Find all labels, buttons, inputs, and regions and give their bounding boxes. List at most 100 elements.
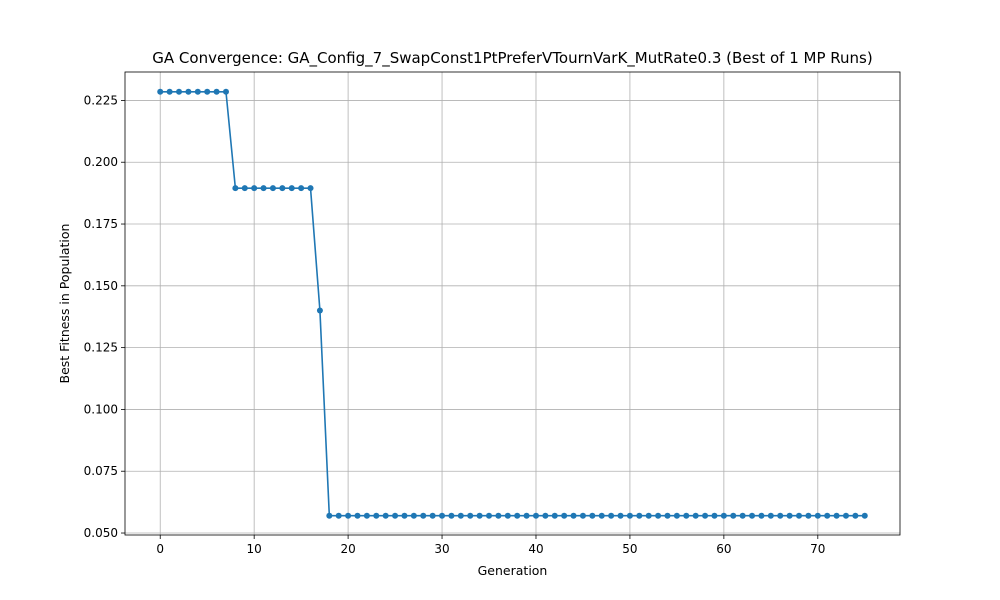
data-point xyxy=(702,512,709,519)
data-point xyxy=(457,512,464,519)
data-point xyxy=(514,512,521,519)
data-point xyxy=(486,512,493,519)
data-point xyxy=(166,88,173,95)
data-point xyxy=(786,512,793,519)
data-point xyxy=(354,512,361,519)
data-point xyxy=(495,512,502,519)
data-point xyxy=(532,512,539,519)
ticks: 0 10 20 30 40 50 60 70 0.050 0.075 0.100 0.125 0.150… xyxy=(84,93,826,556)
data-point xyxy=(589,512,596,519)
y-tick-label: 0.200 xyxy=(84,155,118,169)
data-point xyxy=(673,512,680,519)
y-tick-label: 0.225 xyxy=(84,93,118,107)
data-point xyxy=(617,512,624,519)
data-point xyxy=(608,512,615,519)
x-tick-label: 10 xyxy=(247,542,262,556)
data-point xyxy=(730,512,737,519)
data-point xyxy=(824,512,831,519)
data-point xyxy=(711,512,718,519)
data-point xyxy=(298,185,305,192)
data-point xyxy=(542,512,549,519)
data-point xyxy=(382,512,389,519)
data-point xyxy=(176,88,183,95)
data-point xyxy=(739,512,746,519)
data-point xyxy=(222,88,229,95)
data-point xyxy=(504,512,511,519)
data-point xyxy=(551,512,558,519)
data-point xyxy=(373,512,380,519)
data-point xyxy=(758,512,765,519)
chart-title: GA Convergence: GA_Config_7_SwapConst1Pt… xyxy=(152,49,872,68)
data-point xyxy=(645,512,652,519)
y-tick-label: 0.125 xyxy=(84,341,118,355)
data-point xyxy=(626,512,633,519)
data-point xyxy=(448,512,455,519)
data-point xyxy=(796,512,803,519)
y-tick-label: 0.075 xyxy=(84,464,118,478)
data-point xyxy=(410,512,417,519)
data-point xyxy=(185,88,192,95)
data-point xyxy=(861,512,868,519)
y-tick-label: 0.175 xyxy=(84,217,118,231)
data-point xyxy=(664,512,671,519)
data-point xyxy=(213,88,220,95)
data-point xyxy=(598,512,605,519)
data-point xyxy=(476,512,483,519)
data-point xyxy=(260,185,267,192)
y-tick-label: 0.100 xyxy=(84,402,118,416)
data-point xyxy=(692,512,699,519)
data-point xyxy=(439,512,446,519)
data-point xyxy=(232,185,239,192)
x-tick-label: 20 xyxy=(340,542,355,556)
grid xyxy=(125,72,900,535)
y-axis-label: Best Fitness in Population xyxy=(57,224,72,384)
data-point xyxy=(392,512,399,519)
data-point xyxy=(326,512,333,519)
x-axis-label: Generation xyxy=(478,563,548,578)
data-point xyxy=(401,512,408,519)
data-point xyxy=(429,512,436,519)
plot-frame xyxy=(124,71,901,536)
series-layer xyxy=(157,88,868,519)
data-point xyxy=(194,88,201,95)
data-point xyxy=(683,512,690,519)
data-point xyxy=(777,512,784,519)
data-point xyxy=(570,512,577,519)
data-point xyxy=(241,185,248,192)
data-point xyxy=(814,512,821,519)
data-point xyxy=(157,88,164,95)
data-point xyxy=(805,512,812,519)
series-line xyxy=(160,90,865,517)
data-point xyxy=(251,185,258,192)
data-point xyxy=(523,512,530,519)
x-tick-label: 50 xyxy=(622,542,637,556)
data-point xyxy=(852,512,859,519)
x-tick-label: 30 xyxy=(434,542,449,556)
data-point xyxy=(561,512,568,519)
data-point xyxy=(655,512,662,519)
data-point xyxy=(842,512,849,519)
y-tick-label: 0.050 xyxy=(84,526,118,540)
data-point xyxy=(833,512,840,519)
x-tick-label: 40 xyxy=(528,542,543,556)
data-point xyxy=(279,185,286,192)
data-point xyxy=(316,307,323,314)
data-point xyxy=(335,512,342,519)
data-point xyxy=(636,512,643,519)
data-point xyxy=(288,185,295,192)
data-point xyxy=(767,512,774,519)
x-tick-label: 0 xyxy=(156,542,164,556)
data-point xyxy=(204,88,211,95)
data-point xyxy=(363,512,370,519)
data-point xyxy=(749,512,756,519)
data-point xyxy=(269,185,276,192)
data-point xyxy=(579,512,586,519)
x-tick-label: 60 xyxy=(716,542,731,556)
data-point xyxy=(720,512,727,519)
data-point xyxy=(345,512,352,519)
y-tick-label: 0.150 xyxy=(84,279,118,293)
x-tick-label: 70 xyxy=(810,542,825,556)
data-point xyxy=(467,512,474,519)
